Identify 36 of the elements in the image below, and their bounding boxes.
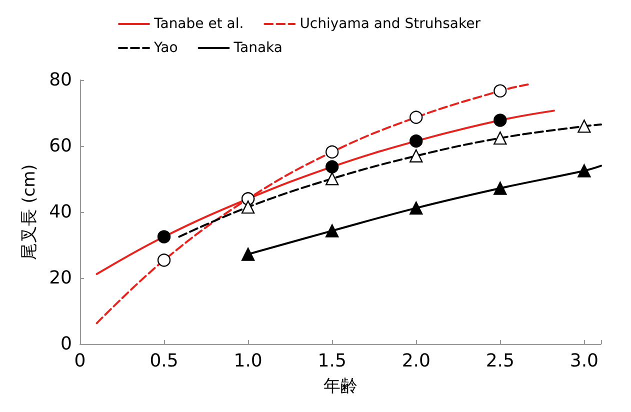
- point: [494, 131, 507, 145]
- point: [157, 230, 171, 244]
- x-tick-label: 0.5: [150, 350, 178, 372]
- point: [410, 134, 423, 148]
- y-tick-label: 20: [49, 268, 72, 288]
- point: [578, 164, 591, 178]
- point: [494, 182, 507, 195]
- x-tick-label: 2.0: [402, 350, 430, 372]
- point: [325, 172, 339, 186]
- point: [494, 114, 507, 127]
- point: [325, 224, 339, 238]
- y-tick-label: 40: [49, 202, 72, 222]
- x-tick-label: 1.0: [234, 350, 262, 372]
- point: [410, 110, 423, 124]
- legend-label: Tanaka: [232, 40, 282, 56]
- x-tick-label: 2.5: [486, 350, 514, 372]
- point: [326, 145, 339, 159]
- y-tick-label: 80: [49, 70, 72, 90]
- point: [410, 149, 423, 162]
- legend-label: Yao: [153, 40, 178, 56]
- point: [578, 120, 591, 133]
- y-axis-title: 尾叉長 (cm): [20, 164, 40, 260]
- legend-label: Uchiyama and Struhsaker: [300, 16, 481, 32]
- y-tick-label: 60: [49, 136, 72, 156]
- point: [241, 248, 255, 261]
- legend-label: Tanabe et al.: [153, 16, 244, 32]
- point: [326, 160, 339, 174]
- y-tick-label: 0: [60, 334, 72, 354]
- x-tick-label: 1.5: [318, 350, 346, 372]
- point: [494, 84, 507, 98]
- point: [157, 254, 171, 267]
- x-tick-label: 3.0: [570, 350, 599, 372]
- x-axis-title: 年齢: [324, 376, 358, 396]
- point: [241, 200, 255, 214]
- x-tick-label: 0: [74, 350, 86, 372]
- point: [410, 201, 423, 215]
